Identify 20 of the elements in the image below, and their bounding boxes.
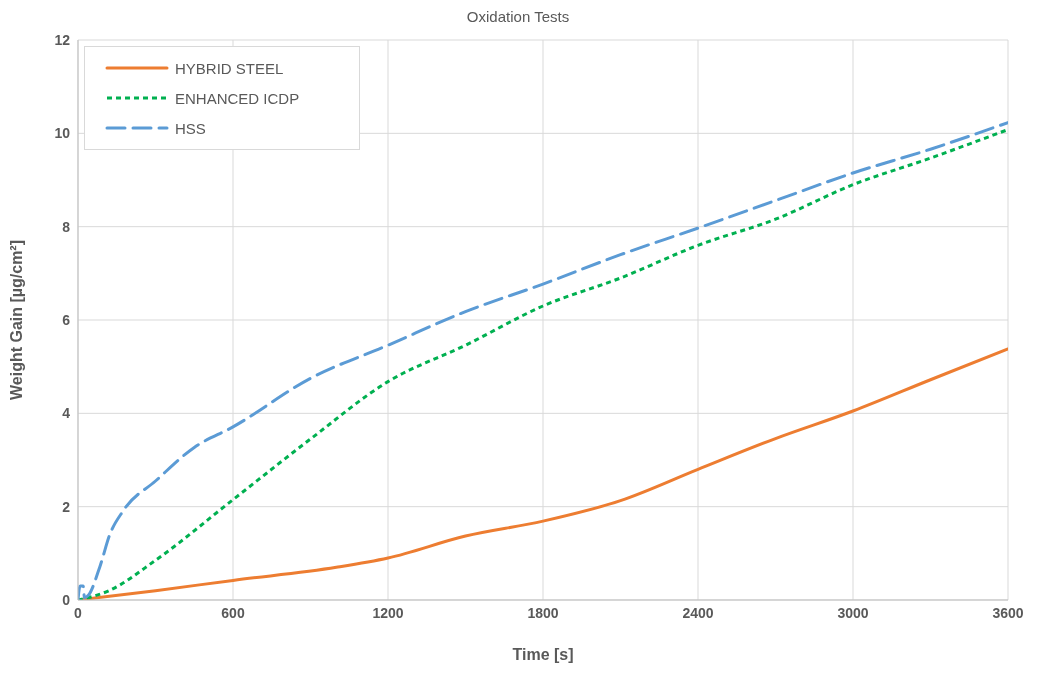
- y-tick-label: 8: [62, 218, 71, 235]
- legend-label: ENHANCED ICDP: [175, 89, 300, 107]
- x-tick-label: 1200: [372, 604, 404, 621]
- legend-label: HSS: [175, 119, 206, 137]
- y-tick-label: 12: [54, 31, 71, 48]
- x-tick-label: 3600: [992, 604, 1024, 621]
- chart-title: Oxidation Tests: [465, 8, 571, 27]
- y-tick-label: 0: [62, 591, 71, 608]
- y-tick-label: 4: [62, 405, 71, 422]
- x-axis-title: Time [s]: [512, 646, 574, 663]
- y-tick-label: 2: [62, 498, 71, 515]
- y-tick-label: 10: [54, 125, 71, 142]
- x-tick-label: 1800: [527, 604, 559, 621]
- x-tick-label: 3000: [837, 604, 869, 621]
- y-axis-title: Weight Gain [µg/cm²]: [7, 239, 25, 401]
- y-tick-label: 6: [62, 311, 71, 328]
- legend-label: HYBRID STEEL: [175, 59, 284, 77]
- x-tick-label: 2400: [682, 604, 714, 621]
- x-tick-label: 600: [221, 604, 245, 621]
- x-tick-label: 0: [74, 604, 83, 621]
